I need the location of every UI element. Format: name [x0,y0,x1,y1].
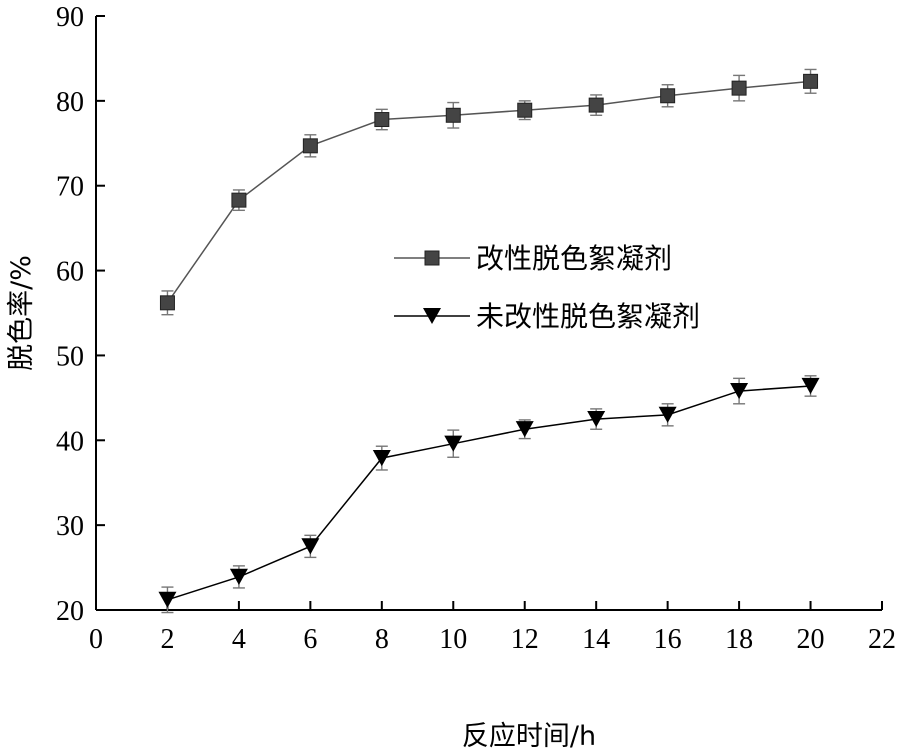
series-line [166,80,811,304]
x-tick-label: 0 [89,624,103,655]
y-tick-label: 70 [56,172,84,203]
data-point-triangle [658,406,677,423]
series-2 [158,375,820,614]
x-tick-label: 14 [582,624,610,655]
x-tick-label: 8 [375,624,389,655]
x-tick-label: 6 [303,624,317,655]
data-point-square [159,295,175,311]
y-tick-label: 90 [56,2,84,33]
data-point-triangle [372,450,391,467]
legend-label-series-1: 改性脱色絮凝剂 [476,242,672,275]
data-point-square [445,107,461,123]
data-point-triangle [515,421,534,438]
y-tick-label: 40 [56,426,84,457]
data-point-triangle [229,568,248,586]
series-layer [158,68,820,614]
data-point-square [517,102,533,118]
data-point-triangle [301,538,320,555]
x-tick-label: 16 [654,624,682,655]
x-tick-label: 22 [868,624,896,655]
data-point-square [731,80,747,96]
data-point-square [588,97,604,113]
data-point-triangle [444,435,463,452]
data-point-square [231,192,247,208]
legend-marker-square [424,250,440,266]
series-1 [159,68,819,316]
x-tick-label: 12 [511,624,539,655]
y-axis-title: 脱色率/% [6,255,37,371]
data-point-square [803,73,819,89]
x-tick-label: 18 [725,624,753,655]
legend: 改性脱色絮凝剂 未改性脱色絮凝剂 [394,242,700,333]
y-tick-label: 30 [56,511,84,542]
data-point-triangle [730,382,749,400]
x-tick-label: 10 [439,624,467,655]
data-point-square [374,112,390,128]
data-point-triangle [158,591,177,608]
y-tick-label: 80 [56,87,84,118]
x-axis-title: 反应时间/h [462,721,596,752]
data-point-triangle [587,410,606,428]
x-tick-label: 4 [232,624,246,655]
y-tick-label: 50 [56,341,84,372]
legend-label-series-2: 未改性脱色絮凝剂 [476,300,700,333]
data-point-square [660,88,676,104]
y-tick-label: 60 [56,257,84,288]
legend-marker-triangle [423,308,441,324]
series-line [167,385,811,601]
x-tick-label: 20 [797,624,825,655]
data-point-square [302,138,318,154]
y-tick-label: 20 [56,596,84,627]
data-point-triangle [801,377,820,395]
axes: 20 30 40 50 60 70 80 90 0 2 4 6 8 10 12 14 16 18 20 22 [56,2,896,655]
x-tick-label: 2 [160,624,174,655]
